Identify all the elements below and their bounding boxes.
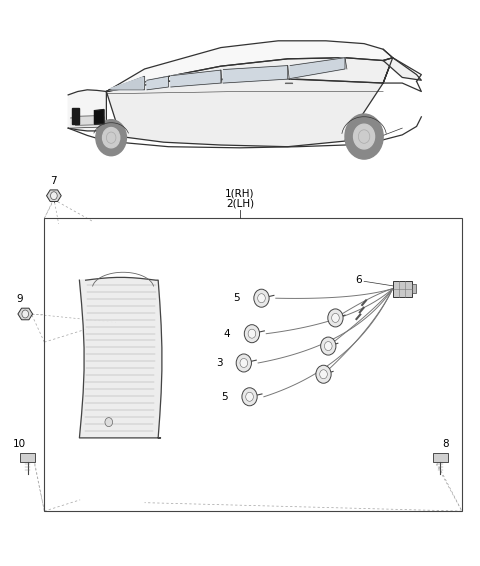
Polygon shape: [109, 76, 144, 90]
Polygon shape: [383, 58, 421, 80]
Text: 1(RH): 1(RH): [225, 188, 255, 199]
Circle shape: [316, 365, 331, 383]
Circle shape: [345, 114, 383, 159]
Circle shape: [258, 294, 265, 303]
Circle shape: [332, 314, 339, 323]
Polygon shape: [72, 109, 79, 123]
Text: 5: 5: [221, 392, 228, 402]
Circle shape: [103, 127, 120, 148]
Circle shape: [22, 310, 29, 318]
Polygon shape: [110, 78, 143, 89]
Circle shape: [324, 341, 332, 350]
Polygon shape: [171, 70, 221, 87]
Circle shape: [320, 370, 327, 379]
Text: 3: 3: [216, 358, 222, 368]
Bar: [44, 218, 462, 511]
Circle shape: [240, 358, 248, 367]
Circle shape: [321, 337, 336, 355]
Circle shape: [244, 325, 260, 342]
Text: 8: 8: [442, 439, 448, 449]
Circle shape: [328, 309, 343, 327]
Bar: [393, 281, 412, 297]
Text: 6: 6: [355, 275, 362, 285]
Polygon shape: [47, 190, 61, 201]
Text: 9: 9: [16, 294, 23, 305]
Polygon shape: [95, 110, 104, 124]
Polygon shape: [18, 308, 33, 320]
Text: 7: 7: [50, 176, 57, 186]
Circle shape: [246, 392, 253, 401]
Polygon shape: [290, 58, 345, 79]
Circle shape: [236, 354, 252, 372]
Circle shape: [254, 289, 269, 307]
Bar: [20, 453, 35, 462]
Polygon shape: [79, 277, 162, 438]
Circle shape: [354, 124, 374, 149]
Polygon shape: [107, 41, 393, 92]
Text: 5: 5: [233, 293, 240, 303]
Polygon shape: [223, 66, 288, 83]
Circle shape: [105, 418, 113, 427]
Polygon shape: [75, 115, 99, 125]
Circle shape: [248, 329, 256, 338]
Text: 4: 4: [224, 329, 230, 338]
Polygon shape: [107, 58, 393, 147]
Circle shape: [50, 192, 57, 200]
Polygon shape: [68, 90, 107, 131]
Bar: [433, 453, 448, 462]
Bar: [412, 284, 416, 293]
Polygon shape: [71, 117, 104, 128]
Text: 10: 10: [13, 439, 26, 449]
Circle shape: [242, 388, 257, 406]
Circle shape: [96, 119, 126, 156]
Text: 2(LH): 2(LH): [226, 198, 254, 208]
Polygon shape: [147, 76, 168, 90]
Polygon shape: [107, 58, 393, 92]
